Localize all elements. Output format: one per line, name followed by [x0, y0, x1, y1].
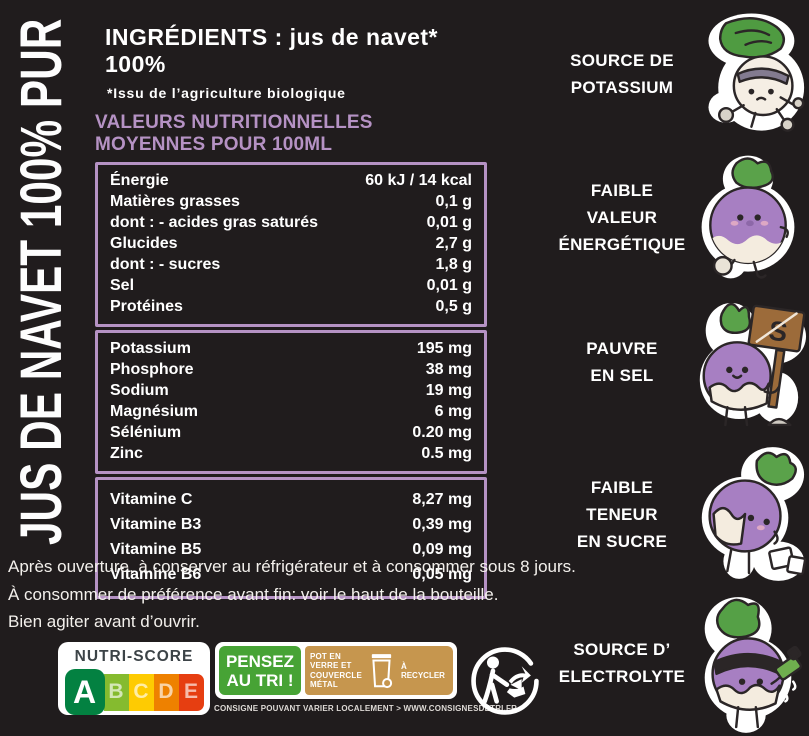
nutrient-value: 8,27 mg [412, 491, 472, 508]
nutriscore-grade-c: C [128, 673, 154, 711]
nutrition-row: Vitamine B5 0,09 mg [110, 537, 472, 562]
storage-line: Après ouverture, à conserver au réfrigér… [8, 557, 576, 576]
nutrient-label: Vitamine C [110, 491, 193, 508]
nutriscore-badge: NUTRI-SCORE A B C D E [58, 642, 210, 715]
claim-label: SOURCE DE POTASSIUM [570, 51, 674, 97]
nutrition-row: Potassium 195 mg [110, 338, 472, 359]
nutrition-row: Matières grasses 0,1 g [110, 191, 472, 212]
nutrient-label: Vitamine B3 [110, 516, 202, 533]
storage-line: À consommer de préférence avant fin: voi… [8, 584, 499, 604]
nutrient-label: Magnésium [110, 403, 199, 420]
nutrient-label: Potassium [110, 340, 191, 357]
nutrition-row: Glucides 2,7 g [110, 233, 472, 254]
recycling-info-badge: PENSEZ AU TRI ! POT EN VERRE ET COUVERCL… [215, 642, 457, 699]
nutrient-value: 6 mg [434, 403, 472, 420]
ingredients-title: INGRÉDIENTS : jus de navet* 100% [105, 24, 439, 77]
nutrient-label: Sélénium [110, 424, 182, 441]
turnip-sugar-cubes-mascot-illustration [687, 441, 809, 587]
nutrient-label: dont : - sucres [110, 256, 221, 273]
claim-low-sugar: FAIBLE TENEUR EN SUCRE [557, 438, 809, 590]
nutrition-row: Sélénium 0.20 mg [110, 422, 472, 443]
ingredients-organic-note: *Issu de l’agriculture biologique [107, 85, 346, 101]
nutrition-row: Protéines 0,5 g [110, 296, 472, 317]
nutriscore-title: NUTRI-SCORE [74, 648, 194, 665]
nutrient-value: 0,01 g [426, 277, 472, 294]
nutrient-value: 195 mg [416, 340, 472, 357]
turnip-drinking-bottle-mascot-illustration [687, 591, 809, 735]
nutrition-row: dont : - acides gras saturés 0,01 g [110, 212, 472, 233]
nutrition-row: Phosphore 38 mg [110, 359, 472, 380]
nutrient-label: Vitamine B6 [110, 566, 202, 583]
nutrition-row: Sel 0,01 g [110, 275, 472, 296]
nutrient-label: Zinc [110, 445, 143, 462]
nutriscore-grade-b: B [103, 673, 129, 711]
health-claims-column: SOURCE DE POTASSIUM [557, 0, 809, 736]
storage-line: Bien agiter avant d’ouvrir. [8, 612, 200, 631]
running-turnip-mascot-illustration [687, 9, 809, 139]
nutrient-value: 0.5 mg [421, 445, 472, 462]
nutrient-value: 0.20 mg [412, 424, 472, 441]
nutrition-table-title: VALEURS NUTRITIONNELLES MOYENNES POUR 10… [95, 112, 373, 155]
claim-low-energy: FAIBLE VALEUR ÉNERGÉTIQUE [557, 148, 809, 286]
claim-label: PAUVRE EN SEL [586, 339, 658, 385]
nutrient-value: 0,1 g [435, 193, 472, 210]
nutrition-row: dont : - sucres 1,8 g [110, 254, 472, 275]
recycling-material-panel: POT EN VERRE ET COUVERCLE MÉTAL À RECYCL… [304, 646, 453, 695]
nutrition-row: Vitamine B6 0,05 mg [110, 562, 472, 587]
trash-bin-icon [371, 653, 393, 688]
product-side-label: JUS DE NAVET 100% PUR [9, 18, 74, 546]
claim-electrolyte: SOURCE D’ ELECTROLYTE [557, 590, 809, 736]
claim-label: SOURCE D’ ELECTROLYTE [558, 640, 686, 686]
nutrient-value: 38 mg [425, 361, 472, 378]
nutrient-value: 0,05 mg [412, 566, 472, 583]
triman-recycling-logo [471, 647, 539, 715]
nutrition-row: Sodium 19 mg [110, 380, 472, 401]
turnip-no-salt-sign-mascot-illustration: S [687, 289, 809, 435]
pensez-au-tri-label: PENSEZ AU TRI ! [219, 646, 301, 695]
nutrition-table: Énergie 60 kJ / 14 kcal Matières grasses 0… [95, 162, 487, 599]
nutrient-value: 60 kJ / 14 kcal [365, 172, 472, 189]
nutriscore-scale: A B C D E [64, 669, 204, 715]
nutrition-row: Vitamine B3 0,39 mg [110, 512, 472, 537]
claim-low-salt: PAUVRE EN SEL S [557, 286, 809, 438]
nutrition-row: Magnésium 6 mg [110, 401, 472, 422]
nutrient-label: Vitamine B5 [110, 541, 202, 558]
nutrition-row: Zinc 0.5 mg [110, 443, 472, 464]
nutrient-value: 1,8 g [435, 256, 472, 273]
nutrient-value: 0,09 mg [412, 541, 472, 558]
nutrient-label: Sel [110, 277, 135, 294]
a-recycler-label: À RECYCLER [400, 661, 445, 680]
nutriscore-grade-e: E [178, 673, 204, 711]
nutrition-row: Vitamine C 8,27 mg [110, 487, 472, 512]
nutrient-value: 0,5 g [435, 298, 472, 315]
claim-potassium: SOURCE DE POTASSIUM [557, 0, 809, 148]
nutrient-label: dont : - acides gras saturés [110, 214, 319, 231]
nutrient-label: Protéines [110, 298, 183, 315]
nutrient-label: Matières grasses [110, 193, 240, 210]
nutrient-label: Phosphore [110, 361, 194, 378]
nutrient-value: 0,01 g [426, 214, 472, 231]
main-panel: INGRÉDIENTS : jus de navet* 100% *Issu d… [95, 24, 487, 602]
nutrition-section-minerals: Potassium 195 mg Phosphore 38 mg Sodium 19 … [95, 330, 487, 474]
material-label: POT EN VERRE ET COUVERCLE MÉTAL [309, 651, 362, 690]
nutrient-value: 2,7 g [435, 235, 472, 252]
nutrient-value: 0,39 mg [412, 516, 472, 533]
nutrient-value: 19 mg [425, 382, 472, 399]
claim-label: FAIBLE TENEUR EN SUCRE [576, 477, 668, 551]
nutrition-row: Énergie 60 kJ / 14 kcal [110, 170, 472, 191]
nutrient-label: Glucides [110, 235, 178, 252]
nutrient-label: Énergie [110, 172, 169, 189]
nutrition-section-vitamins: Vitamine C 8,27 mg Vitamine B3 0,39 mg Vit… [95, 477, 487, 599]
walking-purple-turnip-mascot-illustration [687, 151, 809, 283]
nutrition-section-macros: Énergie 60 kJ / 14 kcal Matières grasses 0… [95, 162, 487, 327]
nutriscore-grade-d: D [153, 673, 179, 711]
recycling-note: CONSIGNE POUVANT VARIER LOCALEMENT > WWW… [214, 704, 518, 713]
nutrient-label: Sodium [110, 382, 169, 399]
storage-instructions: Après ouverture, à conserver au réfrigér… [8, 553, 576, 636]
nutriscore-grade-a: A [64, 669, 105, 715]
claim-label: FAIBLE VALEUR ÉNERGÉTIQUE [558, 180, 686, 254]
